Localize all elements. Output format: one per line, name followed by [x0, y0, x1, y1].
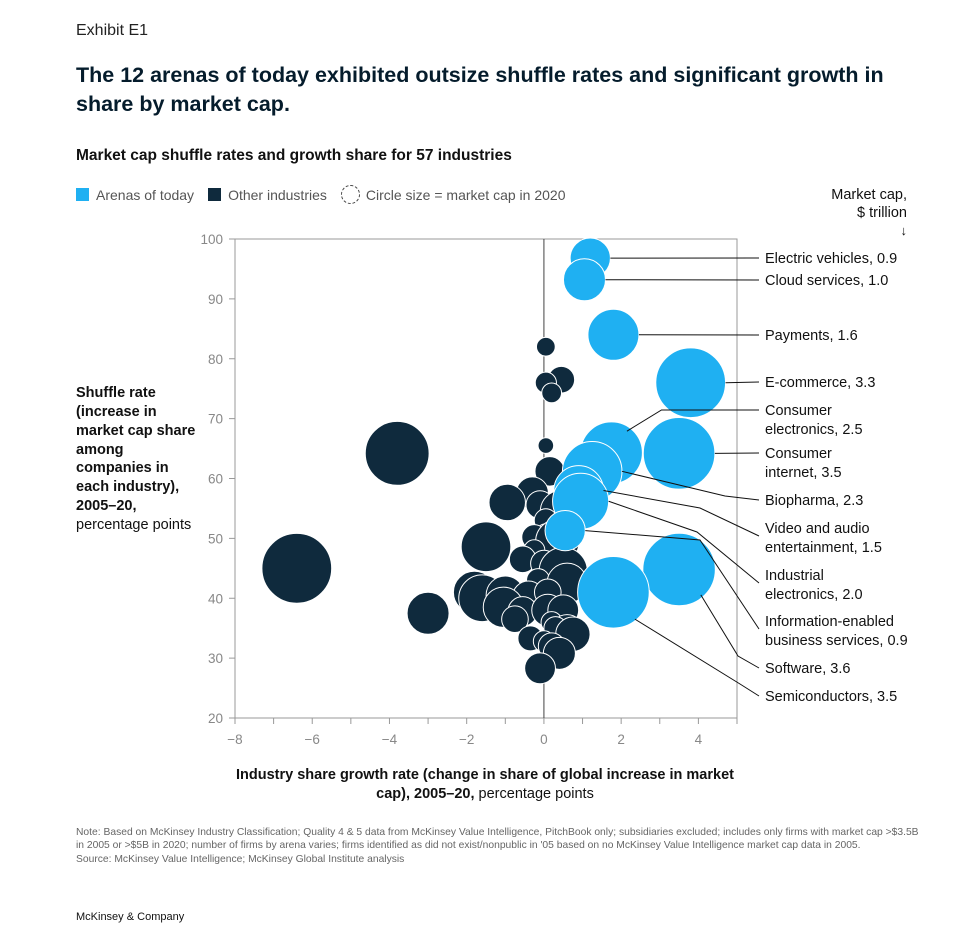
x-axis-label-bold: Industry share growth rate (change in sh… — [236, 767, 734, 802]
x-tick-label: −6 — [305, 732, 320, 747]
callout-label: Payments, 1.6 — [765, 328, 858, 344]
arena-point — [587, 308, 640, 361]
y-tick-label: 100 — [200, 232, 223, 247]
dashed-circle-icon — [340, 185, 360, 204]
callout-label: Biopharma, 2.3 — [765, 493, 863, 509]
y-tick-label: 70 — [208, 412, 223, 427]
other-industry-point — [488, 483, 526, 522]
callout-label: electronics, 2.0 — [765, 587, 863, 603]
y-axis-label-bold: Shuffle rate (increase in market cap sha… — [76, 385, 196, 515]
legend-item-arenas: Arenas of today — [76, 187, 194, 203]
legend-swatch-arenas — [76, 188, 89, 201]
callout-leader-line — [634, 618, 760, 697]
other-industry-point — [261, 532, 333, 604]
market-cap-header: Market cap, $ trillion ↓ — [831, 186, 907, 237]
x-tick-label: 4 — [695, 732, 703, 747]
legend-label-size: Circle size = market cap in 2020 — [365, 186, 566, 203]
callout-label: electronics, 2.5 — [765, 422, 863, 438]
x-tick-label: −4 — [382, 732, 398, 747]
other-industry-point — [541, 382, 563, 404]
legend-item-other: Other industries — [208, 187, 327, 203]
x-axis-label: Industry share growth rate (change in sh… — [230, 766, 740, 804]
x-tick-label: −8 — [227, 732, 242, 747]
callout-label: Electric vehicles, 0.9 — [765, 251, 897, 267]
chart-legend: Arenas of today Other industries Circle … — [76, 185, 579, 204]
arena-point — [642, 532, 716, 607]
y-axis-label: Shuffle rate (increase in market cap sha… — [76, 384, 196, 535]
exhibit-label: Exhibit E1 — [76, 22, 149, 39]
y-tick-label: 80 — [208, 352, 223, 367]
page-title: The 12 arenas of today exhibited outsize… — [76, 63, 884, 117]
legend-item-size: Circle size = market cap in 2020 — [340, 185, 566, 204]
callout-label: internet, 3.5 — [765, 465, 842, 481]
legend-label-other: Other industries — [228, 186, 327, 203]
callout-leader-line — [608, 500, 760, 584]
callout-label: Cloud services, 1.0 — [765, 273, 888, 289]
down-arrow-icon: ↓ — [900, 223, 908, 239]
x-tick-label: 0 — [540, 732, 548, 747]
arena-point — [577, 555, 650, 629]
callout-leader-line — [621, 470, 760, 501]
callout-label: Semiconductors, 3.5 — [765, 689, 897, 705]
legend-swatch-other — [208, 188, 222, 201]
chart-subtitle: Market cap shuffle rates and growth shar… — [76, 147, 512, 164]
other-industry-point — [524, 652, 556, 685]
brand-footer: McKinsey & Company — [76, 911, 185, 923]
callout-label: entertainment, 1.5 — [765, 540, 882, 556]
arena-point — [642, 417, 716, 490]
callout-label: Software, 3.6 — [765, 661, 850, 677]
market-cap-label-line1: Market cap, — [831, 187, 907, 203]
callout-label: Industrial — [765, 568, 824, 584]
y-tick-label: 90 — [208, 292, 223, 307]
arena-point — [562, 258, 606, 302]
callout-leader-line — [725, 381, 760, 384]
market-cap-label-line2: $ trillion — [857, 205, 907, 222]
legend-label-arenas: Arenas of today — [96, 186, 195, 203]
callout-label: Video and audio — [765, 521, 870, 537]
callout-leader-line — [603, 489, 760, 537]
other-industry-point — [364, 420, 430, 486]
callout-leader-line — [585, 530, 760, 630]
other-industry-point — [460, 521, 512, 573]
y-tick-label: 20 — [208, 711, 223, 726]
callout-label: Consumer — [765, 446, 832, 462]
x-tick-label: 2 — [617, 732, 625, 747]
x-tick-label: −2 — [459, 732, 474, 747]
arena-point — [655, 347, 727, 419]
x-axis-label-unit: percentage points — [478, 785, 594, 802]
y-tick-label: 60 — [208, 472, 223, 487]
callout-label: business services, 0.9 — [765, 633, 908, 649]
footnote: Note: Based on McKinsey Industry Classif… — [76, 826, 926, 866]
other-industry-point — [406, 591, 450, 635]
other-industry-point — [537, 437, 555, 454]
footnote-note: Note: Based on McKinsey Industry Classif… — [76, 827, 919, 852]
callout-label: Information-enabled — [765, 614, 894, 630]
y-tick-label: 30 — [208, 651, 223, 666]
callout-label: Consumer — [765, 403, 832, 419]
other-industry-point — [535, 336, 556, 357]
y-tick-label: 40 — [208, 591, 223, 606]
callout-leader-line — [626, 409, 759, 432]
other-industry-point — [501, 605, 529, 634]
y-tick-label: 50 — [208, 531, 223, 546]
callout-leader-line — [700, 594, 760, 669]
y-axis-label-unit: percentage points — [76, 516, 192, 533]
arena-point — [544, 509, 586, 552]
callout-label: E-commerce, 3.3 — [765, 375, 875, 391]
footnote-source: Source: McKinsey Value Intelligence; McK… — [76, 853, 405, 865]
